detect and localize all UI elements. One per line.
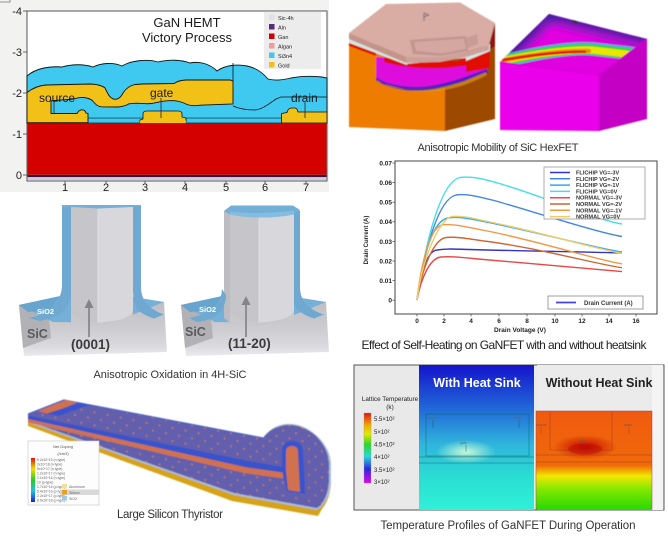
svg-text:Anisotropic Mobility of SiC He: Anisotropic Mobility of SiC HexFET: [418, 142, 579, 154]
svg-text:gate: gate: [460, 441, 467, 445]
svg-text:Large Silicon Thyristor: Large Silicon Thyristor: [117, 509, 223, 521]
svg-text:0: 0: [388, 298, 392, 305]
svg-text:6: 6: [497, 318, 501, 325]
svg-text:NORMAL VG=-2V: NORMAL VG=-2V: [576, 202, 622, 208]
svg-text:NORMAL VG=-3V: NORMAL VG=-3V: [576, 196, 622, 202]
svg-text:GaN HEMT: GaN HEMT: [153, 15, 220, 30]
svg-text:4: 4: [182, 182, 188, 193]
svg-text:2: 2: [103, 182, 109, 193]
svg-text:-1: -1: [12, 129, 22, 141]
svg-text:-2: -2: [12, 88, 22, 100]
svg-text:5×10²: 5×10²: [374, 430, 390, 436]
svg-text:12: 12: [578, 318, 586, 325]
svg-text:SiC: SiC: [185, 325, 206, 339]
svg-text:Anisotropic Oxidation in 4H-Si: Anisotropic Oxidation in 4H-SiC: [94, 369, 247, 381]
svg-text:gate: gate: [579, 439, 586, 443]
svg-text:0.07: 0.07: [379, 161, 392, 168]
svg-text:2.1x10^16 (n-type): 2.1x10^16 (n-type): [37, 476, 65, 480]
svg-text:Gold: Gold: [278, 64, 290, 70]
svg-text:FLICHIP VG=-1V: FLICHIP VG=-1V: [576, 183, 620, 189]
svg-text:Effect of Self-Heating on GaNF: Effect of Self-Heating on GaNFET with an…: [362, 338, 648, 352]
svg-text:SiO2: SiO2: [199, 305, 216, 314]
svg-text:3: 3: [142, 182, 148, 193]
svg-text:3.5×10²: 3.5×10²: [374, 468, 395, 474]
svg-text:7: 7: [303, 182, 309, 193]
svg-text:4.5×10²: 4.5×10²: [374, 443, 395, 449]
svg-text:With Heat Sink: With Heat Sink: [433, 376, 520, 390]
svg-text:source: source: [39, 91, 75, 105]
svg-text:Drain Current (A): Drain Current (A): [364, 216, 370, 265]
svg-text:2.2x10^17 (p-type): 2.2x10^17 (p-type): [37, 494, 65, 498]
svg-text:Aluminum: Aluminum: [69, 485, 85, 489]
svg-text:0.05: 0.05: [379, 200, 392, 207]
svg-text:Drain Current (A): Drain Current (A): [584, 301, 633, 307]
svg-text:SiO2: SiO2: [37, 307, 54, 316]
svg-text:5x10^17 (n-type): 5x10^17 (n-type): [37, 467, 62, 471]
svg-text:8.9x10^18 (p-type): 8.9x10^18 (p-type): [37, 499, 65, 503]
svg-text:Victory Process: Victory Process: [142, 30, 233, 45]
svg-text:FLICHIP VG=-3V: FLICHIP VG=-3V: [576, 171, 620, 177]
svg-text:9.2x10^19 (n-type): 9.2x10^19 (n-type): [37, 458, 65, 462]
svg-text:1.2x10^17 (n-type): 1.2x10^17 (n-type): [37, 472, 65, 476]
svg-text:Temperature Profiles of GaNFET: Temperature Profiles of GaNFET During Op…: [381, 520, 636, 532]
svg-text:Net Doping: Net Doping: [53, 444, 73, 449]
svg-text:10 (p-type): 10 (p-type): [37, 481, 53, 485]
svg-text:0.01: 0.01: [379, 278, 392, 285]
svg-text:Lattice Temperature: Lattice Temperature: [362, 396, 419, 403]
svg-text:1: 1: [62, 182, 68, 193]
svg-text:-3: -3: [12, 47, 22, 59]
svg-text:Si3n4: Si3n4: [278, 54, 292, 60]
svg-text:drain: drain: [513, 416, 521, 420]
svg-text:10: 10: [551, 318, 559, 325]
svg-text:(k): (k): [386, 404, 393, 411]
svg-text:1.7x10^15 (p-type): 1.7x10^15 (p-type): [37, 485, 65, 489]
svg-text:2: 2: [442, 318, 446, 325]
svg-text:(11-20): (11-20): [228, 336, 271, 351]
svg-text:6: 6: [262, 182, 268, 193]
svg-text:0.04: 0.04: [379, 219, 392, 226]
svg-text:Algan: Algan: [278, 45, 292, 51]
svg-text:4: 4: [469, 318, 473, 325]
svg-text:NORMAL VG=-1V: NORMAL VG=-1V: [576, 208, 622, 214]
svg-text:8: 8: [525, 318, 529, 325]
svg-text:drain: drain: [624, 423, 632, 427]
svg-text:0.06: 0.06: [379, 180, 392, 187]
svg-text:3×10²: 3×10²: [374, 480, 390, 486]
svg-text:SiO2: SiO2: [69, 497, 77, 501]
svg-text:drain: drain: [291, 91, 318, 105]
svg-text:(0001): (0001): [71, 337, 110, 352]
svg-text:16: 16: [632, 318, 640, 325]
svg-text:(/cm3): (/cm3): [57, 451, 69, 456]
svg-text:SiC: SiC: [27, 327, 48, 341]
svg-text:gate: gate: [150, 86, 174, 100]
svg-text:4×10²: 4×10²: [374, 455, 390, 461]
svg-text:Aln: Aln: [278, 26, 286, 32]
svg-text:Without Heat Sink: Without Heat Sink: [546, 376, 653, 390]
svg-text:FLICHIP VG=-2V: FLICHIP VG=-2V: [576, 177, 620, 183]
svg-text:0: 0: [16, 170, 22, 182]
svg-text:-4: -4: [12, 6, 22, 18]
svg-text:NORMAL VG=0V: NORMAL VG=0V: [576, 215, 620, 221]
svg-text:14: 14: [605, 318, 613, 325]
svg-text:Drain Voltage (V): Drain Voltage (V): [494, 327, 546, 334]
svg-text:2x10^18 (n-type): 2x10^18 (n-type): [37, 463, 62, 467]
svg-text:source: source: [536, 423, 547, 427]
svg-text:FLICHIP VG=0V: FLICHIP VG=0V: [576, 189, 618, 195]
svg-text:5.4x10^16 (p-type): 5.4x10^16 (p-type): [37, 490, 65, 494]
svg-text:source: source: [427, 416, 438, 420]
svg-text:5.5×10²: 5.5×10²: [374, 417, 395, 423]
svg-text:5: 5: [223, 182, 229, 193]
svg-text:Silicon: Silicon: [69, 491, 80, 495]
svg-text:0.03: 0.03: [379, 239, 392, 246]
svg-text:Sic-4h: Sic-4h: [278, 16, 294, 22]
svg-text:0: 0: [415, 318, 419, 325]
svg-text:0.02: 0.02: [379, 259, 392, 266]
svg-text:Gan: Gan: [278, 35, 288, 41]
